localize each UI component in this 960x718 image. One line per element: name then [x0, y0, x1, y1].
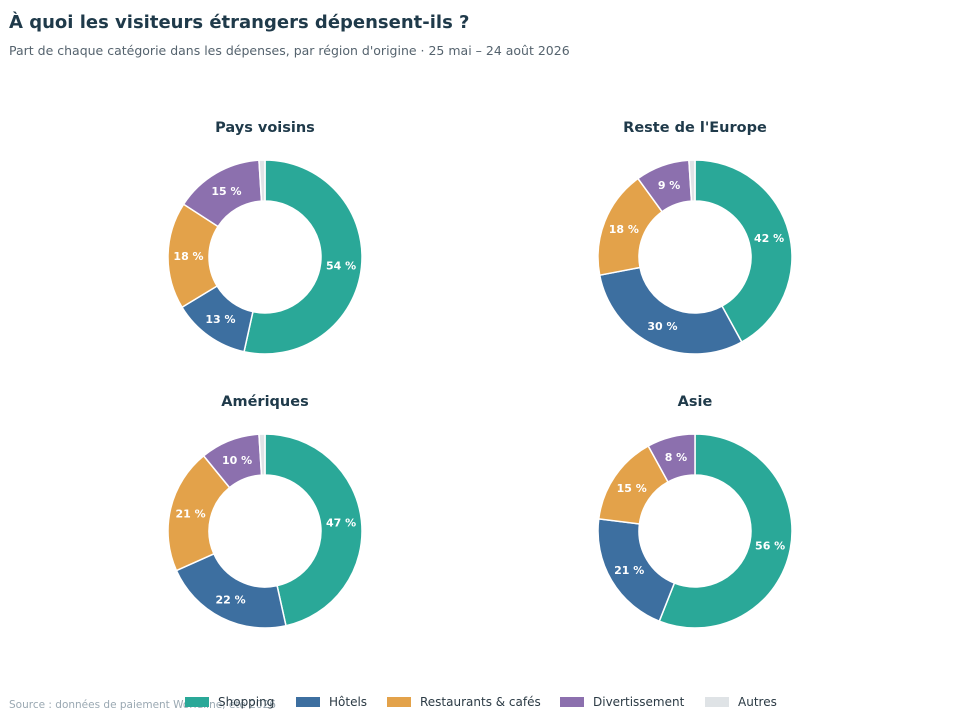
- slice-label-divertissement: 9 %: [658, 179, 681, 192]
- slice-label-hotels: 13 %: [205, 313, 235, 326]
- legend-label-autres: Autres: [738, 695, 777, 709]
- slice-label-divertissement: 10 %: [222, 454, 252, 467]
- donut-title: Asie: [678, 394, 713, 410]
- legend-item-divertissement: Divertissement: [560, 694, 684, 710]
- donut-title: Amériques: [221, 394, 308, 410]
- slice-shopping: [694, 159, 793, 344]
- legend-swatch-restaurants: [387, 697, 411, 707]
- donut-chart-1: Pays voisins 54 % 13 % 18 % 15 %: [167, 120, 363, 355]
- legend-item-hotels: Hôtels: [296, 694, 367, 710]
- slice-label-hotels: 30 %: [647, 320, 677, 333]
- slice-shopping: [243, 159, 363, 355]
- slice-divertissement: [647, 433, 696, 483]
- slice-shopping: [264, 433, 363, 627]
- legend-item-autres: Autres: [705, 694, 777, 710]
- legend-item-shopping: Shopping: [185, 694, 274, 710]
- legend-swatch-divertissement: [560, 697, 584, 707]
- slice-label-shopping: 56 %: [755, 539, 785, 552]
- donut-chart-4: Asie 56 % 21 % 15 % 8 %: [597, 394, 793, 629]
- donut-chart-2: Reste de l'Europe 42 % 30 % 18 % 9 %: [597, 120, 793, 355]
- chart-title: À quoi les visiteurs étrangers dépensent…: [9, 12, 470, 33]
- legend-label-restaurants: Restaurants & cafés: [420, 695, 541, 709]
- chart-subtitle: Part de chaque catégorie dans les dépens…: [9, 43, 570, 58]
- slice-label-restaurants: 15 %: [617, 482, 647, 495]
- slice-label-divertissement: 8 %: [665, 451, 688, 464]
- slice-label-shopping: 54 %: [326, 259, 356, 272]
- slice-label-shopping: 47 %: [326, 517, 356, 530]
- slice-autres: [688, 159, 696, 202]
- legend-label-hotels: Hôtels: [329, 695, 368, 709]
- slice-shopping: [658, 433, 793, 629]
- slice-label-shopping: 42 %: [754, 232, 784, 245]
- legend-label-divertissement: Divertissement: [593, 695, 685, 709]
- slice-autres: [258, 433, 266, 476]
- legend-swatch-shopping: [185, 697, 209, 707]
- slice-label-restaurants: 18 %: [609, 223, 639, 236]
- donut-title: Reste de l'Europe: [623, 120, 767, 136]
- legend: Shopping Hôtels Restaurants & cafés Dive…: [0, 694, 960, 712]
- legend-swatch-autres: [705, 697, 729, 707]
- slice-label-divertissement: 15 %: [211, 185, 241, 198]
- legend-item-restaurants: Restaurants & cafés: [387, 694, 541, 710]
- source-note: Source : données de paiement Worldline, …: [9, 699, 276, 711]
- slice-hotels: [175, 552, 287, 629]
- donut-charts: Pays voisins 54 % 13 % 18 % 15 % Reste de l'E…: [167, 120, 793, 629]
- slice-label-restaurants: 21 %: [175, 507, 205, 520]
- slice-label-restaurants: 18 %: [173, 250, 203, 263]
- legend-label-shopping: Shopping: [218, 695, 275, 709]
- donut-title: Pays voisins: [215, 120, 315, 136]
- legend-swatch-hotels: [296, 697, 320, 707]
- slice-label-hotels: 22 %: [216, 593, 246, 606]
- slice-label-hotels: 21 %: [614, 564, 644, 577]
- slice-autres: [258, 159, 266, 202]
- slice-hotels: [598, 266, 743, 355]
- donut-chart-3: Amériques 47 % 22 % 21 % 10 %: [167, 394, 363, 629]
